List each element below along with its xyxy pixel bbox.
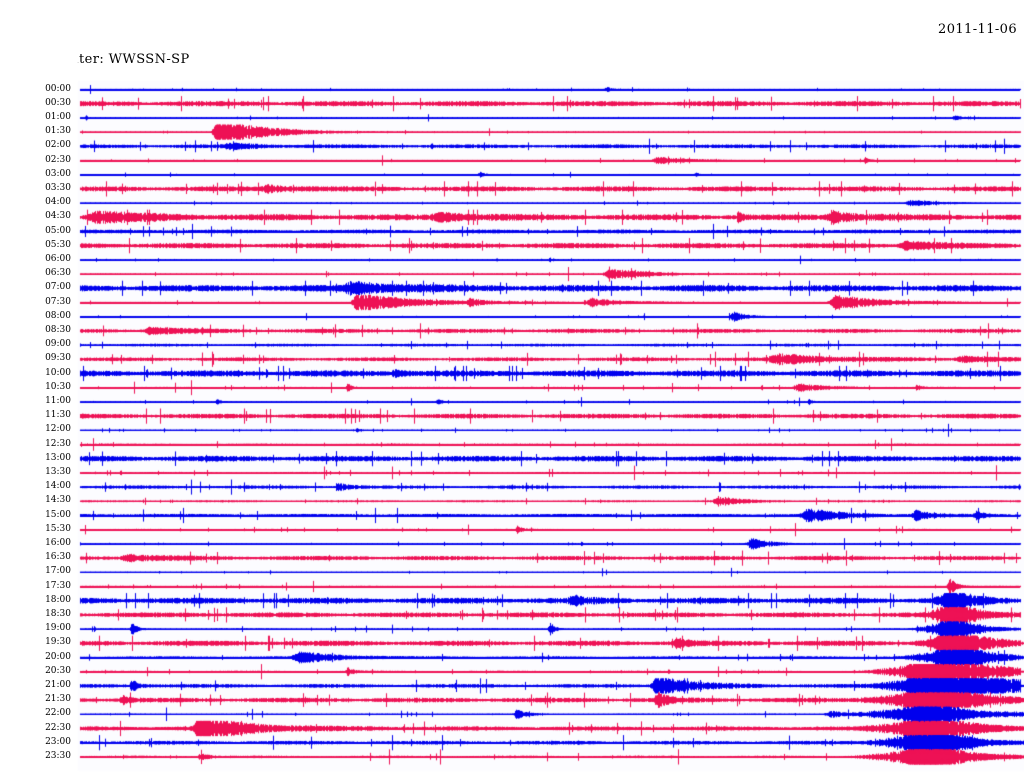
time-tick-label: 16:30 [45, 552, 71, 563]
time-tick-label: 13:30 [45, 466, 71, 477]
time-tick-label: 12:00 [45, 424, 71, 435]
time-tick-label: 10:00 [45, 367, 71, 378]
time-tick-label: 05:00 [45, 225, 71, 236]
time-tick-label: 18:30 [45, 608, 71, 619]
time-tick-label: 00:30 [45, 97, 71, 108]
time-tick-label: 02:30 [45, 154, 71, 165]
time-tick-label: 13:00 [45, 452, 71, 463]
time-tick-label: 03:00 [45, 168, 71, 179]
time-tick-label: 12:30 [45, 438, 71, 449]
time-tick-label: 05:30 [45, 239, 71, 250]
time-tick-label: 22:00 [45, 708, 71, 719]
time-tick-label: 15:00 [45, 509, 71, 520]
time-tick-label: 20:00 [45, 651, 71, 662]
time-tick-label: 10:30 [45, 381, 71, 392]
time-tick-label: 21:00 [45, 679, 71, 690]
time-tick-label: 08:30 [45, 324, 71, 335]
time-tick-label: 19:30 [45, 637, 71, 648]
time-tick-label: 17:30 [45, 580, 71, 591]
time-tick-label: 07:00 [45, 282, 71, 293]
time-tick-label: 15:30 [45, 523, 71, 534]
time-tick-label: 22:30 [45, 722, 71, 733]
time-tick-label: 06:00 [45, 253, 71, 264]
time-tick-label: 19:00 [45, 623, 71, 634]
time-axis: 00:00 00:30 01:00 01:30 02:00 02:30 03:00 03:30… [0, 0, 78, 780]
time-tick-label: 16:00 [45, 537, 71, 548]
time-tick-label: 02:00 [45, 140, 71, 151]
time-tick-label: 17:00 [45, 566, 71, 577]
time-tick-label: 01:30 [45, 126, 71, 137]
time-tick-label: 01:00 [45, 111, 71, 122]
time-tick-label: 14:30 [45, 495, 71, 506]
time-tick-label: 18:00 [45, 594, 71, 605]
time-tick-label: 11:00 [45, 395, 71, 406]
time-tick-label: 04:00 [45, 197, 71, 208]
time-tick-label: 06:30 [45, 268, 71, 279]
time-tick-label: 11:30 [45, 410, 71, 421]
time-tick-label: 08:00 [45, 310, 71, 321]
time-tick-label: 14:00 [45, 481, 71, 492]
time-tick-label: 09:00 [45, 339, 71, 350]
time-tick-label: 09:30 [45, 353, 71, 364]
time-tick-label: 23:00 [45, 736, 71, 747]
time-tick-label: 21:30 [45, 694, 71, 705]
time-tick-label: 07:30 [45, 296, 71, 307]
time-tick-label: 03:30 [45, 182, 71, 193]
time-tick-label: 20:30 [45, 665, 71, 676]
time-tick-label: 00:00 [45, 83, 71, 94]
time-tick-label: 04:30 [45, 211, 71, 222]
time-tick-label: 23:30 [45, 750, 71, 761]
